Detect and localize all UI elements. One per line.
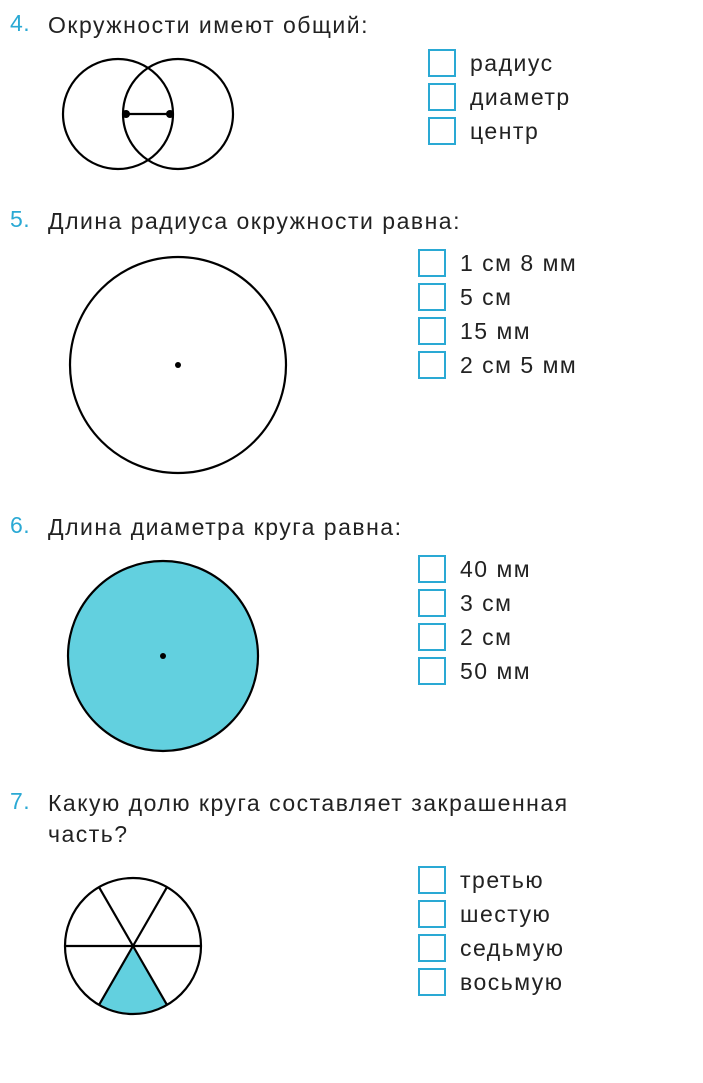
option-label: седьмую — [460, 935, 565, 962]
checkbox[interactable] — [418, 555, 446, 583]
checkbox[interactable] — [418, 249, 446, 277]
question-7-text: Какую долю круга составляет закрашенная … — [48, 788, 569, 850]
question-7-text-line2: часть? — [48, 821, 129, 847]
checkbox[interactable] — [418, 657, 446, 685]
question-5: 5. Длина радиуса окружности равна: 1 см … — [10, 206, 685, 490]
checkbox[interactable] — [418, 968, 446, 996]
checkbox[interactable] — [428, 49, 456, 77]
option-row: 2 см — [418, 623, 685, 651]
option-row: 2 см 5 мм — [418, 351, 685, 379]
question-5-text: Длина радиуса окружности равна: — [48, 206, 461, 237]
option-label: 5 см — [460, 284, 513, 311]
question-6: 6. Длина диаметра круга равна: 40 мм 3 с… — [10, 512, 685, 766]
option-row: центр — [428, 117, 685, 145]
question-4: 4. Окружности имеют общий: радиус диамет… — [10, 10, 685, 184]
question-6-head: 6. Длина диаметра круга равна: — [10, 512, 685, 543]
option-row: 50 мм — [418, 657, 685, 685]
question-4-number: 4. — [10, 10, 48, 37]
question-5-body: 1 см 8 мм 5 см 15 мм 2 см 5 мм — [10, 245, 685, 490]
question-6-options: 40 мм 3 см 2 см 50 мм — [278, 551, 685, 691]
checkbox[interactable] — [418, 900, 446, 928]
pie-slice-figure — [48, 866, 218, 1026]
option-label: 50 мм — [460, 658, 531, 685]
question-6-figure — [48, 551, 278, 766]
question-7-head: 7. Какую долю круга составляет закрашенн… — [10, 788, 685, 850]
option-label: 1 см 8 мм — [460, 250, 577, 277]
checkbox[interactable] — [418, 317, 446, 345]
question-6-number: 6. — [10, 512, 48, 539]
option-row: диаметр — [428, 83, 685, 111]
question-4-head: 4. Окружности имеют общий: — [10, 10, 685, 41]
question-5-options: 1 см 8 мм 5 см 15 мм 2 см 5 мм — [308, 245, 685, 385]
question-7-figure — [48, 866, 218, 1031]
option-label: восьмую — [460, 969, 564, 996]
option-row: 40 мм — [418, 555, 685, 583]
option-label: 2 см 5 мм — [460, 352, 577, 379]
question-4-figure — [48, 49, 248, 184]
checkbox[interactable] — [418, 934, 446, 962]
option-row: восьмую — [418, 968, 685, 996]
option-label: радиус — [470, 50, 554, 77]
question-4-options: радиус диаметр центр — [248, 49, 685, 151]
option-label: третью — [460, 867, 544, 894]
two-circles-figure — [48, 49, 248, 179]
question-6-text: Длина диаметра круга равна: — [48, 512, 402, 543]
checkbox[interactable] — [428, 83, 456, 111]
question-5-number: 5. — [10, 206, 48, 233]
option-label: шестую — [460, 901, 551, 928]
question-5-head: 5. Длина радиуса окружности равна: — [10, 206, 685, 237]
circle-center-figure — [48, 245, 308, 485]
option-row: седьмую — [418, 934, 685, 962]
question-7: 7. Какую долю круга составляет закрашенн… — [10, 788, 685, 1031]
option-row: третью — [418, 866, 685, 894]
checkbox[interactable] — [418, 623, 446, 651]
option-label: 3 см — [460, 590, 513, 617]
question-7-body: третью шестую седьмую восьмую — [10, 866, 685, 1031]
checkbox[interactable] — [428, 117, 456, 145]
checkbox[interactable] — [418, 589, 446, 617]
option-label: диаметр — [470, 84, 571, 111]
option-label: 40 мм — [460, 556, 531, 583]
question-7-number: 7. — [10, 788, 48, 815]
question-5-figure — [48, 245, 308, 490]
option-row: 1 см 8 мм — [418, 249, 685, 277]
option-label: центр — [470, 118, 539, 145]
checkbox[interactable] — [418, 283, 446, 311]
filled-circle-figure — [48, 551, 278, 761]
option-row: 3 см — [418, 589, 685, 617]
option-label: 2 см — [460, 624, 513, 651]
option-row: радиус — [428, 49, 685, 77]
checkbox[interactable] — [418, 866, 446, 894]
option-row: 15 мм — [418, 317, 685, 345]
question-7-options: третью шестую седьмую восьмую — [218, 866, 685, 1002]
question-7-text-line1: Какую долю круга составляет закрашенная — [48, 790, 569, 816]
option-row: 5 см — [418, 283, 685, 311]
question-6-body: 40 мм 3 см 2 см 50 мм — [10, 551, 685, 766]
option-row: шестую — [418, 900, 685, 928]
option-label: 15 мм — [460, 318, 531, 345]
question-4-body: радиус диаметр центр — [10, 49, 685, 184]
question-4-text: Окружности имеют общий: — [48, 10, 369, 41]
checkbox[interactable] — [418, 351, 446, 379]
